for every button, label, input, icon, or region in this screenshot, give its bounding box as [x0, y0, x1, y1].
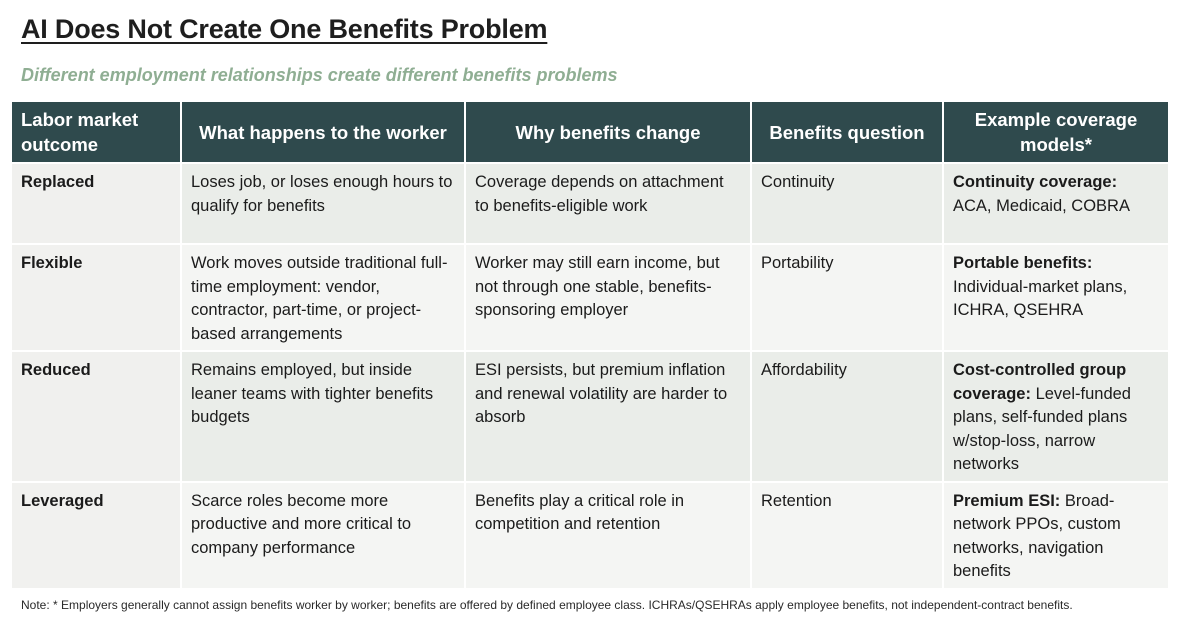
- page-subtitle: Different employment relationships creat…: [21, 65, 618, 85]
- table-row: Replaced Loses job, or loses enough hour…: [12, 162, 1168, 244]
- header-why-benefits-change: Why benefits change: [465, 102, 752, 163]
- cell-question: Portability: [751, 243, 944, 351]
- cell-why: Benefits play a critical role in competi…: [465, 480, 752, 588]
- cell-worker: Scarce roles become more productive and …: [181, 480, 466, 588]
- page-title: AI Does Not Create One Benefits Problem: [21, 14, 548, 44]
- model-label: Portable benefits:: [953, 254, 1093, 272]
- cell-model: Premium ESI: Broad-network PPOs, custom …: [943, 480, 1168, 588]
- cell-question: Continuity: [751, 162, 944, 244]
- model-label: Premium ESI:: [953, 491, 1061, 510]
- table-row: Reduced Remains employed, but inside lea…: [12, 350, 1168, 482]
- model-label: Continuity coverage:: [953, 173, 1118, 191]
- header-labor-market-outcome: Labor market outcome: [12, 102, 182, 163]
- cell-outcome: Leveraged: [12, 480, 182, 588]
- cell-worker: Remains employed, but inside leaner team…: [181, 350, 466, 482]
- cell-question: Retention: [751, 480, 944, 588]
- cell-worker: Work moves outside traditional full-time…: [181, 243, 466, 351]
- header-example-coverage-models: Example coverage models*: [943, 102, 1168, 163]
- table-row: Flexible Work moves outside traditional …: [12, 243, 1168, 351]
- header-benefits-question: Benefits question: [751, 102, 944, 163]
- cell-why: ESI persists, but premium inflation and …: [465, 350, 752, 482]
- cell-question: Affordability: [751, 350, 944, 482]
- cell-outcome: Replaced: [12, 162, 182, 244]
- model-examples: Broad-network PPOs, custom networks, nav…: [953, 491, 1121, 581]
- cell-model: Continuity coverage: ACA, Medicaid, COBR…: [943, 162, 1168, 244]
- model-examples: Level-funded plans, self-funded plans w/…: [953, 384, 1131, 474]
- model-label: Cost-controlled group coverage:: [953, 361, 1127, 403]
- cell-model: Cost-controlled group coverage: Level-fu…: [943, 350, 1168, 482]
- cell-why: Coverage depends on attachment to benefi…: [465, 162, 752, 244]
- cell-worker: Loses job, or loses enough hours to qual…: [181, 162, 466, 244]
- cell-outcome: Reduced: [12, 350, 182, 482]
- footnote: Note: * Employers generally cannot assig…: [21, 598, 1073, 612]
- table-row: Leveraged Scarce roles become more produ…: [12, 480, 1168, 588]
- benefits-table: Labor market outcome What happens to the…: [12, 102, 1168, 588]
- table-header-row: Labor market outcome What happens to the…: [12, 102, 1168, 163]
- model-examples: ACA, Medicaid, COBRA: [953, 196, 1130, 215]
- cell-why: Worker may still earn income, but not th…: [465, 243, 752, 351]
- header-what-happens: What happens to the worker: [181, 102, 466, 163]
- cell-outcome: Flexible: [12, 243, 182, 351]
- cell-model: Portable benefits: Individual-market pla…: [943, 243, 1168, 351]
- model-examples: Individual-market plans, ICHRA, QSEHRA: [953, 277, 1128, 320]
